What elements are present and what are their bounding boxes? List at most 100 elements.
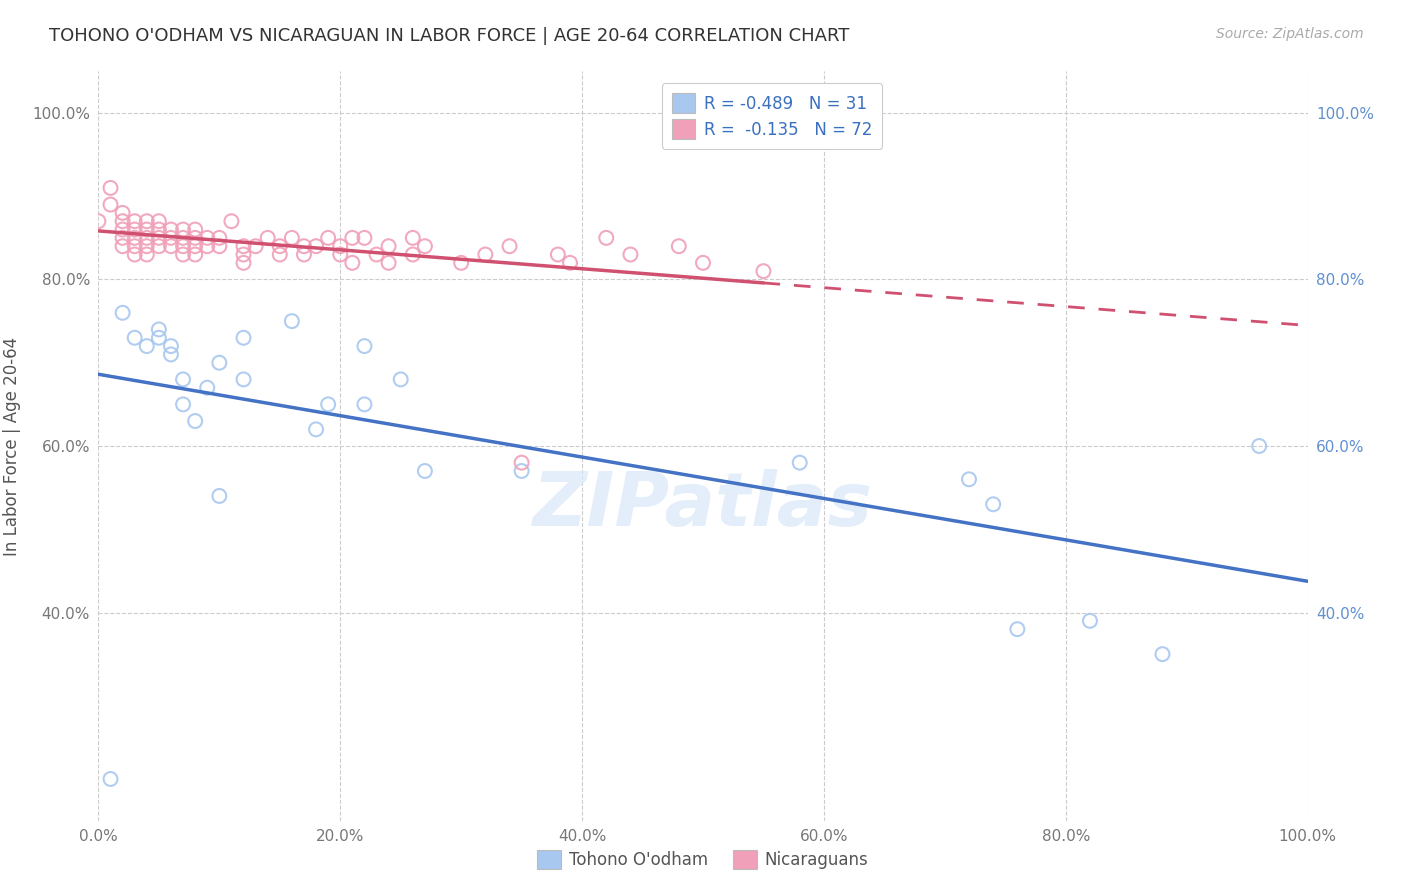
Point bbox=[208, 489, 231, 503]
Point bbox=[413, 464, 436, 478]
Point bbox=[292, 247, 315, 261]
Point bbox=[342, 256, 364, 270]
Point bbox=[281, 314, 304, 328]
Point bbox=[208, 356, 231, 370]
Point bbox=[316, 397, 339, 411]
Point bbox=[474, 247, 496, 261]
Point bbox=[981, 497, 1004, 511]
Point bbox=[353, 339, 375, 353]
Point bbox=[232, 331, 254, 345]
Point bbox=[172, 397, 194, 411]
Point bbox=[195, 231, 218, 245]
Point bbox=[111, 239, 134, 253]
Point bbox=[124, 214, 146, 228]
Point bbox=[305, 422, 328, 436]
Point bbox=[269, 247, 291, 261]
Point bbox=[595, 231, 617, 245]
Point bbox=[135, 239, 157, 253]
Point bbox=[752, 264, 775, 278]
Legend: Tohono O'odham, Nicaraguans: Tohono O'odham, Nicaraguans bbox=[527, 840, 879, 880]
Point bbox=[100, 181, 122, 195]
Text: ZIPatlas: ZIPatlas bbox=[533, 469, 873, 542]
Point bbox=[148, 331, 170, 345]
Point bbox=[172, 231, 194, 245]
Point bbox=[1249, 439, 1271, 453]
Point bbox=[135, 339, 157, 353]
Point bbox=[135, 214, 157, 228]
Point bbox=[402, 231, 425, 245]
Point bbox=[281, 231, 304, 245]
Point bbox=[184, 247, 207, 261]
Point bbox=[329, 247, 352, 261]
Point bbox=[232, 372, 254, 386]
Point bbox=[402, 247, 425, 261]
Point bbox=[1078, 614, 1101, 628]
Point bbox=[292, 239, 315, 253]
Point bbox=[148, 214, 170, 228]
Point bbox=[377, 239, 399, 253]
Point bbox=[389, 372, 412, 386]
Point bbox=[172, 222, 194, 236]
Point bbox=[221, 214, 243, 228]
Point bbox=[232, 256, 254, 270]
Point bbox=[195, 239, 218, 253]
Point bbox=[124, 222, 146, 236]
Point bbox=[124, 231, 146, 245]
Point bbox=[148, 222, 170, 236]
Point bbox=[111, 306, 134, 320]
Point bbox=[558, 256, 581, 270]
Point bbox=[208, 239, 231, 253]
Point bbox=[160, 231, 183, 245]
Legend: R = -0.489   N = 31, R =  -0.135   N = 72: R = -0.489 N = 31, R = -0.135 N = 72 bbox=[662, 84, 882, 149]
Point bbox=[208, 231, 231, 245]
Point bbox=[172, 239, 194, 253]
Point bbox=[135, 247, 157, 261]
Point bbox=[619, 247, 641, 261]
Point bbox=[547, 247, 569, 261]
Point bbox=[124, 331, 146, 345]
Point bbox=[789, 456, 811, 470]
Point bbox=[450, 256, 472, 270]
Point bbox=[184, 222, 207, 236]
Point bbox=[232, 239, 254, 253]
Point bbox=[135, 231, 157, 245]
Point bbox=[305, 239, 328, 253]
Point bbox=[111, 214, 134, 228]
Point bbox=[172, 372, 194, 386]
Point bbox=[366, 247, 388, 261]
Point bbox=[245, 239, 267, 253]
Point bbox=[413, 239, 436, 253]
Point bbox=[160, 239, 183, 253]
Point bbox=[135, 222, 157, 236]
Point bbox=[1152, 647, 1174, 661]
Point bbox=[148, 322, 170, 336]
Point bbox=[111, 222, 134, 236]
Point bbox=[342, 231, 364, 245]
Point bbox=[329, 239, 352, 253]
Point bbox=[232, 247, 254, 261]
Point bbox=[1007, 622, 1029, 636]
Point bbox=[100, 197, 122, 211]
Point bbox=[124, 239, 146, 253]
Point bbox=[184, 414, 207, 428]
Point bbox=[498, 239, 520, 253]
Point bbox=[111, 206, 134, 220]
Point bbox=[692, 256, 714, 270]
Point bbox=[510, 456, 533, 470]
Y-axis label: In Labor Force | Age 20-64: In Labor Force | Age 20-64 bbox=[3, 336, 21, 556]
Point bbox=[160, 347, 183, 361]
Point bbox=[148, 231, 170, 245]
Point bbox=[668, 239, 690, 253]
Point bbox=[353, 397, 375, 411]
Point bbox=[269, 239, 291, 253]
Point bbox=[184, 231, 207, 245]
Point bbox=[87, 214, 110, 228]
Point bbox=[100, 772, 122, 786]
Point bbox=[195, 381, 218, 395]
Point bbox=[316, 231, 339, 245]
Text: Source: ZipAtlas.com: Source: ZipAtlas.com bbox=[1216, 27, 1364, 41]
Point bbox=[111, 231, 134, 245]
Text: TOHONO O'ODHAM VS NICARAGUAN IN LABOR FORCE | AGE 20-64 CORRELATION CHART: TOHONO O'ODHAM VS NICARAGUAN IN LABOR FO… bbox=[49, 27, 849, 45]
Point bbox=[353, 231, 375, 245]
Point bbox=[377, 256, 399, 270]
